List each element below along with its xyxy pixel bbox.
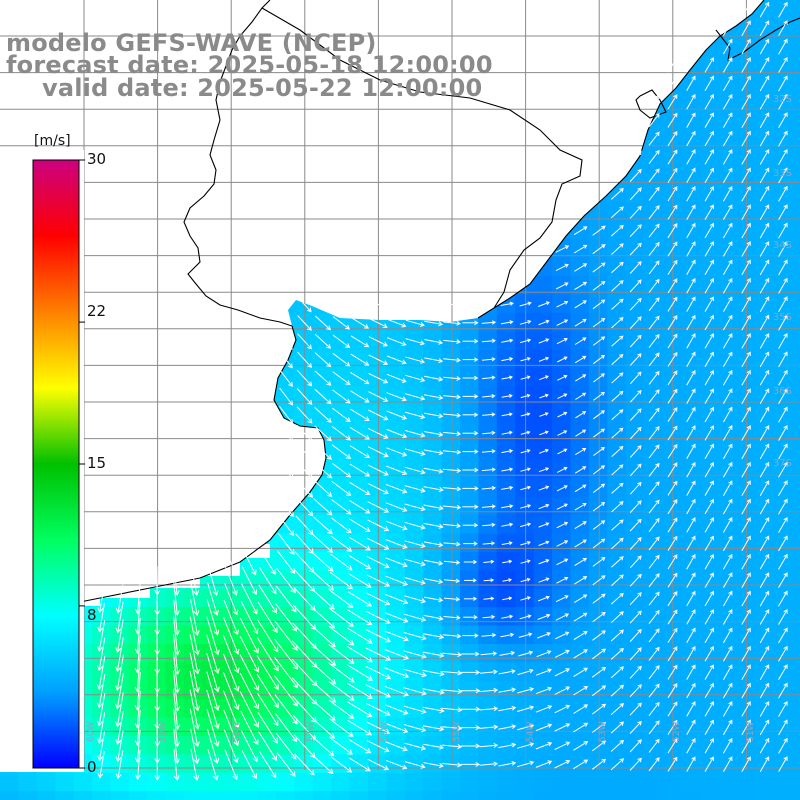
lat-label-33s: 33S (772, 168, 792, 179)
lon-label-59w: 59W (158, 721, 168, 742)
model-title: modelo GEFS-WAVE (NCEP) (6, 29, 377, 57)
lat-label-34s: 34S (772, 240, 792, 251)
colorbar-gradient (32, 159, 80, 769)
land-brazil (262, 0, 764, 308)
coastline-argentina (0, 0, 327, 617)
lat-label-32s: 32S (772, 94, 792, 105)
lon-label-51w: 51W (746, 721, 756, 742)
lon-label-52w: 52W (672, 721, 682, 742)
lat-label-35s: 35S (772, 312, 792, 323)
lon-label-55w: 55W (452, 721, 462, 742)
coastline-brazil-north (715, 17, 800, 61)
lat-label-37s: 37S (772, 458, 792, 469)
lon-label-58w: 58W (232, 721, 242, 742)
coastline-brazil (493, 0, 765, 309)
lon-label-54w: 54W (526, 721, 536, 742)
colorbar-tick-0: 0 (87, 758, 97, 776)
forecast-date: forecast date: 2025-05-18 12:00:00 (6, 51, 493, 79)
colorbar (0, 150, 85, 772)
colorbar-tick-30: 30 (87, 150, 107, 168)
colorbar-unit: [m/s] (34, 133, 71, 149)
wind-vector-arrows (96, 1, 788, 781)
colorbar-tick-22: 22 (87, 302, 107, 320)
colorbar-tick-8: 8 (87, 606, 97, 624)
lon-label-53w: 53W (598, 721, 608, 742)
land-uruguay (184, 8, 582, 326)
lon-label-60w: 60W (86, 721, 96, 742)
lon-label-56w: 56W (380, 721, 390, 742)
coastline (0, 0, 800, 617)
lon-label-57w: 57W (306, 721, 316, 742)
valid-date: valid date: 2025-05-22 12:00:00 (42, 74, 483, 102)
coastline-uruguay (261, 7, 583, 319)
lat-label-36s: 36S (772, 386, 792, 397)
colorbar-tick-15: 15 (87, 454, 107, 472)
